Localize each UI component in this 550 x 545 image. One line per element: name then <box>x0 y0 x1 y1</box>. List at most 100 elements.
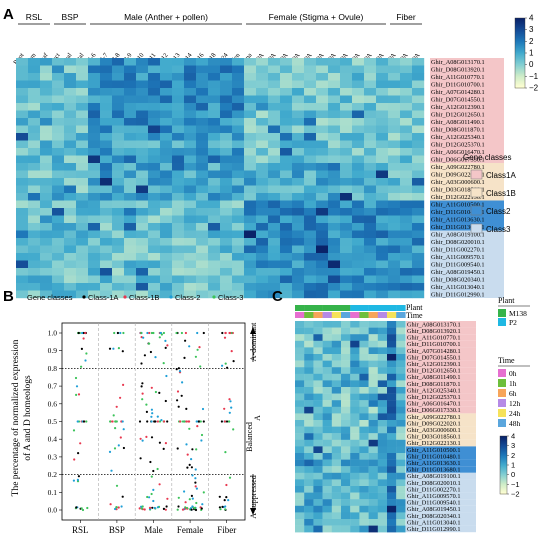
heatmap-cell <box>376 88 389 96</box>
heatmap-cell <box>292 223 305 231</box>
colorbar-segment <box>515 56 525 59</box>
gene-class-highlight <box>406 327 476 335</box>
time-legend-swatch <box>498 379 506 387</box>
legend-dot <box>212 295 216 299</box>
scatter-point <box>227 499 230 502</box>
heatmap-cell <box>341 486 351 493</box>
heatmap-cell <box>313 519 323 526</box>
heatmap-cell <box>88 125 101 134</box>
heatmap-cell <box>64 170 77 179</box>
heatmap-cell <box>40 140 53 149</box>
scatter-point <box>143 508 146 511</box>
heatmap-cell <box>52 253 65 261</box>
colorbar-segment <box>500 480 507 482</box>
heatmap-cell <box>208 88 221 96</box>
heatmap-cell <box>316 133 329 141</box>
gene-class-highlight <box>430 208 504 216</box>
heatmap-cell <box>364 88 377 96</box>
time-legend-label: 12h <box>509 399 521 408</box>
scatter-point <box>146 495 149 499</box>
heatmap-cell <box>304 354 314 361</box>
heatmap-cell <box>304 110 317 119</box>
heatmap-cell <box>88 185 101 194</box>
heatmap-cell <box>412 155 425 164</box>
heatmap-cell <box>88 155 101 164</box>
heatmap-cell <box>52 133 65 141</box>
heatmap-cell <box>313 406 323 414</box>
gene-class-highlight <box>430 200 504 208</box>
heatmap-cell <box>148 268 161 276</box>
scatter-point <box>139 457 142 460</box>
heatmap-cell <box>172 193 185 201</box>
heatmap-cell <box>295 426 305 434</box>
heatmap-cell <box>304 479 314 487</box>
scatter-point <box>148 342 151 345</box>
heatmap-cell <box>196 73 209 81</box>
heatmap-cell <box>220 268 233 276</box>
colorbar-segment <box>500 482 507 484</box>
heatmap-cell <box>292 178 305 186</box>
heatmap-cell <box>313 334 323 341</box>
heatmap-cell <box>76 215 89 224</box>
heatmap-cell <box>376 283 389 291</box>
colorbar-tick: 3 <box>529 25 534 34</box>
scatter-point <box>185 420 188 423</box>
colorbar-segment <box>500 486 507 488</box>
gene-label: Ghir_A08G019450.1 <box>407 506 461 513</box>
scatter-point <box>109 420 112 423</box>
heatmap-cell <box>52 103 65 111</box>
heatmap-cell <box>377 347 388 355</box>
heatmap-cell <box>268 118 281 126</box>
heatmap-cell <box>377 406 388 414</box>
heatmap-cell <box>400 208 413 216</box>
colorbar-segment <box>515 58 525 61</box>
heatmap-cell <box>350 360 360 368</box>
gene-class-highlight <box>406 433 476 440</box>
heatmap-cell <box>76 110 89 119</box>
gene-label: Ghir_D11G010700.1 <box>431 81 484 88</box>
gene-class-highlight <box>406 439 476 447</box>
heatmap-cell <box>208 140 221 149</box>
heatmap-cell <box>368 354 378 361</box>
column-group-label: Male (Anther + pollen) <box>124 12 208 22</box>
heatmap-cell <box>341 334 351 341</box>
heatmap-cell <box>88 140 101 149</box>
heatmap-cell <box>322 373 332 381</box>
heatmap-cell <box>313 525 323 533</box>
heatmap-cell <box>340 103 353 111</box>
heatmap-cell <box>160 148 173 156</box>
colorbar-segment <box>500 469 507 472</box>
heatmap-cell <box>400 148 413 156</box>
heatmap-cell <box>368 420 378 427</box>
heatmap-cell <box>76 245 89 254</box>
heatmap-cell <box>112 268 125 276</box>
heatmap-cell <box>136 133 149 141</box>
heatmap-cell <box>136 260 149 269</box>
heatmap-cell <box>136 170 149 179</box>
heatmap-cell <box>304 80 317 89</box>
scatter-point <box>219 508 222 511</box>
heatmap-cell <box>40 208 53 216</box>
heatmap-cell <box>388 118 401 126</box>
heatmap-cell <box>232 238 245 246</box>
heatmap-cell <box>76 65 89 74</box>
heatmap-cell <box>160 110 173 119</box>
heatmap-cell <box>377 400 388 407</box>
scatter-point <box>178 370 182 373</box>
gene-class-highlight <box>406 321 476 328</box>
heatmap-cell <box>292 290 305 299</box>
heatmap-cell <box>400 238 413 246</box>
heatmap-cell <box>28 125 41 134</box>
heatmap-cell <box>322 334 332 341</box>
heatmap-cell <box>40 73 53 81</box>
heatmap-cell <box>328 185 341 194</box>
heatmap-cell <box>331 479 342 487</box>
heatmap-cell <box>340 125 353 134</box>
heatmap-cell <box>232 178 245 186</box>
heatmap-cell <box>292 133 305 141</box>
heatmap-cell <box>148 65 161 74</box>
scatter-point <box>195 420 198 423</box>
heatmap-cell <box>64 110 77 119</box>
heatmap-cell <box>400 178 413 186</box>
